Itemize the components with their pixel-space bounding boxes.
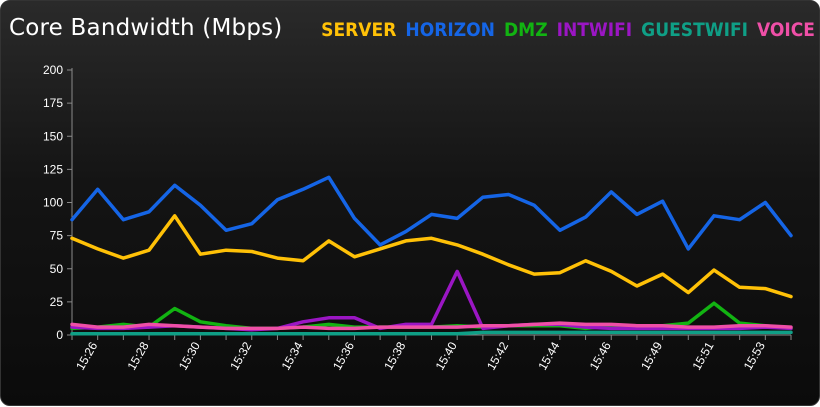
x-tick-label: 15:44 — [535, 339, 562, 372]
y-tick-label: 100 — [43, 196, 63, 210]
x-tick-label: 15:30 — [176, 339, 203, 372]
series-line-voice — [70, 321, 793, 331]
x-tick-label: 15:28 — [124, 339, 151, 372]
x-tick-label: 15:46 — [587, 339, 614, 372]
y-tick-label: 25 — [50, 295, 64, 309]
x-tick-label: 15:26 — [73, 339, 100, 372]
x-tick-label: 15:32 — [227, 339, 254, 372]
x-tick-label: 15:40 — [433, 339, 460, 372]
series-line-server — [70, 214, 793, 299]
y-tick-label: 150 — [43, 129, 63, 143]
legend-item-guestwifi[interactable]: GUESTWIFI — [641, 19, 748, 41]
y-tick-label: 75 — [50, 229, 64, 243]
legend-item-intwifi[interactable]: INTWIFI — [556, 19, 633, 41]
y-tick-label: 125 — [43, 162, 63, 176]
x-tick-label: 15:36 — [330, 339, 357, 372]
legend-item-server[interactable]: SERVER — [321, 19, 397, 41]
series-line-intwifi — [70, 269, 793, 332]
legend: SERVER HORIZON DMZ INTWIFI GUESTWIFI VOI… — [321, 19, 815, 41]
legend-item-voice[interactable]: VOICE — [756, 19, 815, 41]
legend-item-horizon[interactable]: HORIZON — [405, 19, 495, 41]
series-line-horizon — [70, 175, 793, 251]
series-line-guestwifi — [70, 330, 793, 336]
y-tick-label: 200 — [43, 63, 63, 77]
y-tick-label: 0 — [56, 328, 63, 342]
x-tick-label: 15:49 — [638, 339, 665, 372]
legend-item-dmz[interactable]: DMZ — [503, 19, 548, 41]
x-tick-label: 15:34 — [279, 339, 306, 372]
x-tick-label: 15:51 — [689, 339, 716, 372]
x-tick-label: 15:42 — [484, 339, 511, 372]
y-tick-label: 50 — [50, 262, 64, 276]
x-tick-label: 15:53 — [741, 339, 768, 372]
x-tick-label: 15:38 — [381, 339, 408, 372]
chart-title: Core Bandwidth (Mbps) — [9, 15, 283, 41]
y-tick-label: 175 — [43, 96, 63, 110]
